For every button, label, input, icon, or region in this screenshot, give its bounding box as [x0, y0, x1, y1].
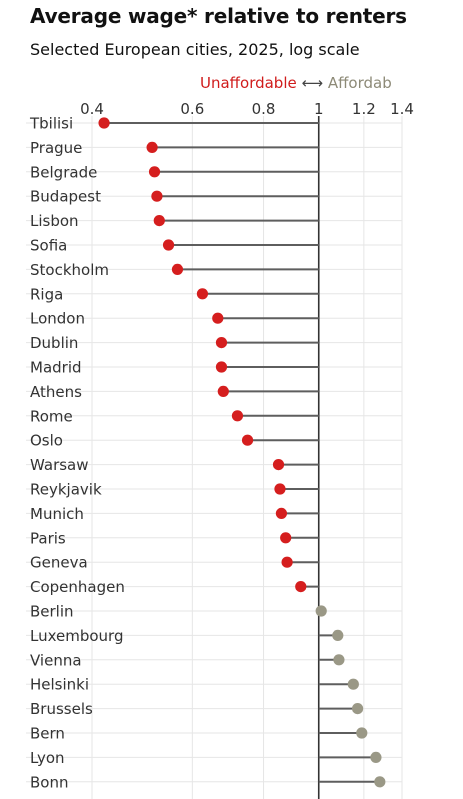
lollipop-dot — [215, 337, 228, 349]
city-label: Lisbon — [30, 212, 79, 230]
city-label: Budapest — [30, 188, 101, 206]
lollipop-dot — [356, 727, 368, 739]
lollipop-dot — [333, 654, 345, 666]
affordability-legend: Unaffordable ⟷ Affordab — [200, 74, 392, 92]
x-tick-label: 1 — [314, 100, 324, 118]
city-label: London — [30, 310, 85, 328]
city-label: Riga — [30, 285, 63, 303]
city-label: Madrid — [30, 359, 82, 377]
lollipop-dot — [162, 239, 175, 251]
chart-title: Average wage* relative to renters — [30, 4, 407, 28]
lollipop-dot — [196, 288, 209, 300]
lollipop-dot — [315, 605, 327, 617]
city-label: Tbilisi — [29, 115, 73, 133]
city-label: Athens — [30, 383, 82, 401]
city-label: Berlin — [30, 603, 74, 621]
lollipop-dot — [215, 361, 228, 373]
city-label: Oslo — [30, 432, 63, 450]
chart-subtitle: Selected European cities, 2025, log scal… — [30, 40, 360, 59]
city-label: Stockholm — [30, 261, 109, 279]
lollipop-dot — [171, 263, 184, 275]
lollipop-dot — [274, 483, 286, 495]
city-label: Sofia — [30, 237, 67, 255]
x-tick-label: 1.4 — [390, 100, 414, 118]
city-label: Geneva — [30, 554, 88, 572]
city-label: Dublin — [30, 334, 78, 352]
lollipop-dot — [351, 703, 364, 715]
lollipop-dot — [151, 190, 163, 202]
city-label: Warsaw — [30, 456, 89, 474]
lollipop-dot — [281, 556, 293, 568]
city-label: Luxembourg — [30, 627, 124, 645]
lollipop-dot — [347, 678, 359, 690]
x-tick-label: 0.4 — [80, 100, 104, 118]
lollipop-dot — [98, 117, 110, 129]
lollipop-dot — [231, 410, 244, 422]
city-label: Belgrade — [30, 163, 97, 181]
city-label: Prague — [30, 139, 82, 157]
city-label: Vienna — [30, 651, 82, 669]
lollipop-dot — [146, 141, 158, 153]
lollipop-dot — [374, 776, 386, 788]
lollipop-dot — [217, 385, 229, 397]
lollipop-dot — [272, 459, 285, 471]
lollipop-dot — [241, 434, 254, 446]
legend-arrow-icon: ⟷ — [301, 74, 324, 92]
legend-affordable: Affordab — [327, 74, 392, 92]
city-label: Brussels — [30, 700, 93, 718]
lollipop-dot — [148, 166, 161, 178]
lollipop-dot — [153, 215, 165, 227]
lollipop-dot — [295, 581, 307, 593]
city-label: Bonn — [30, 773, 68, 791]
city-label: Munich — [30, 505, 84, 523]
city-label: Lyon — [30, 749, 65, 767]
x-tick-label: 0.6 — [180, 100, 204, 118]
city-label: Copenhagen — [30, 578, 125, 596]
lollipop-dot — [275, 507, 288, 519]
city-label: Helsinki — [30, 676, 89, 694]
city-label: Paris — [30, 529, 66, 547]
legend-unaffordable: Unaffordable — [200, 74, 297, 92]
city-label: Rome — [30, 407, 73, 425]
city-label: Reykjavik — [30, 481, 102, 499]
lollipop-dot — [370, 751, 382, 764]
city-label: Bern — [30, 725, 65, 743]
x-tick-label: 0.8 — [252, 100, 276, 118]
lollipop-dot — [212, 312, 224, 324]
lollipop-dot — [280, 532, 292, 544]
x-tick-label: 1.2 — [352, 100, 376, 118]
lollipop-dot — [332, 629, 344, 642]
